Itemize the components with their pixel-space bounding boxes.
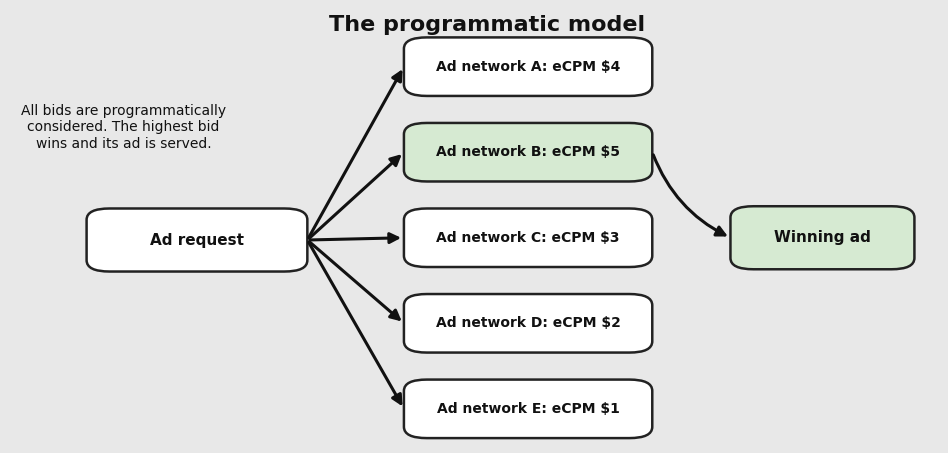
Text: Ad network E: eCPM $1: Ad network E: eCPM $1 [437,402,620,416]
Text: All bids are programmatically
considered. The highest bid
wins and its ad is ser: All bids are programmatically considered… [21,104,226,151]
FancyBboxPatch shape [404,123,652,182]
FancyBboxPatch shape [404,380,652,438]
Text: Winning ad: Winning ad [774,230,871,245]
FancyBboxPatch shape [404,208,652,267]
Text: Ad network B: eCPM $5: Ad network B: eCPM $5 [436,145,620,159]
FancyBboxPatch shape [731,206,915,269]
Text: The programmatic model: The programmatic model [329,15,645,35]
FancyBboxPatch shape [86,208,307,271]
Text: Ad network A: eCPM $4: Ad network A: eCPM $4 [436,60,620,74]
FancyBboxPatch shape [404,294,652,352]
Text: Ad network D: eCPM $2: Ad network D: eCPM $2 [436,316,621,330]
Text: Ad network C: eCPM $3: Ad network C: eCPM $3 [436,231,620,245]
FancyBboxPatch shape [404,38,652,96]
Text: Ad request: Ad request [150,232,244,247]
